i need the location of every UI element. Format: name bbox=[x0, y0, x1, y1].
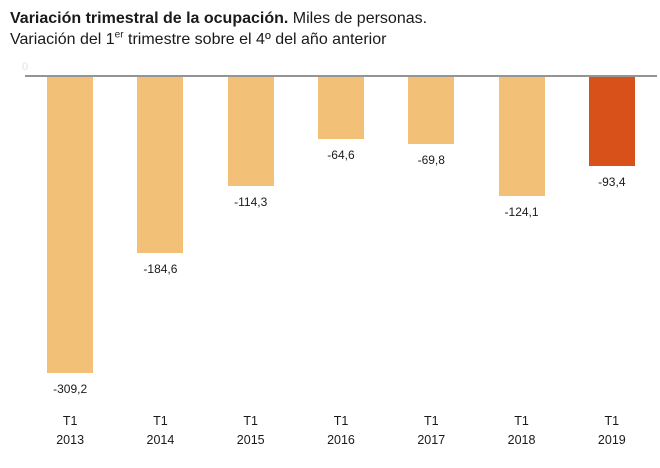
x-axis-baseline bbox=[25, 75, 657, 77]
chart-header: Variación trimestral de la ocupación. Mi… bbox=[10, 8, 427, 50]
x-tick-quarter: T1 bbox=[514, 414, 529, 428]
bar-column: -184,6 bbox=[115, 77, 205, 396]
chart-title: Variación trimestral de la ocupación. Mi… bbox=[10, 8, 427, 29]
x-tick: T1 2016 bbox=[296, 412, 386, 450]
bar-value-label: -64,6 bbox=[327, 148, 355, 162]
bar bbox=[498, 77, 545, 196]
bar bbox=[317, 77, 364, 139]
chart-subtitle-text-end: trimestre sobre el 4º del año anterior bbox=[123, 31, 387, 48]
x-tick: T1 2019 bbox=[567, 412, 657, 450]
x-tick-year: 2015 bbox=[236, 433, 265, 447]
x-tick-year: 2019 bbox=[597, 433, 626, 447]
chart-title-unit: Miles de personas. bbox=[288, 10, 428, 27]
bar bbox=[137, 77, 184, 253]
bar-value-label: -124,1 bbox=[504, 205, 539, 219]
bar-column: -124,1 bbox=[476, 77, 566, 396]
x-tick-quarter: T1 bbox=[153, 414, 168, 428]
x-tick: T1 2014 bbox=[115, 412, 205, 450]
x-tick: T1 2013 bbox=[25, 412, 115, 450]
x-tick-quarter: T1 bbox=[423, 414, 439, 428]
bar bbox=[588, 77, 635, 166]
x-tick-year: 2016 bbox=[327, 433, 355, 447]
x-tick-quarter: T1 bbox=[604, 414, 620, 428]
x-tick-quarter: T1 bbox=[333, 414, 349, 428]
bar-value-label: -114,3 bbox=[234, 195, 268, 209]
bar-value-label: -69,8 bbox=[417, 153, 445, 167]
y-axis-zero-label: 0 bbox=[22, 61, 29, 73]
bar bbox=[47, 77, 94, 373]
bar-column: -309,2 bbox=[25, 77, 115, 396]
bar bbox=[227, 77, 274, 186]
x-tick-year: 2013 bbox=[56, 433, 85, 447]
x-tick-year: 2017 bbox=[417, 433, 446, 447]
x-axis-labels: T1 2013 T1 2014 T1 2015 T1 2016 T1 2017 T1 2018 T1 20… bbox=[25, 412, 657, 450]
bar-value-label: -93,4 bbox=[598, 175, 626, 189]
x-tick: T1 2015 bbox=[206, 412, 296, 450]
bar-value-label: -309,2 bbox=[53, 382, 88, 396]
x-tick: T1 2018 bbox=[476, 412, 566, 450]
x-tick-quarter: T1 bbox=[243, 414, 258, 428]
x-tick-year: 2014 bbox=[146, 433, 175, 447]
x-tick: T1 2017 bbox=[386, 412, 476, 450]
bar-column: -69,8 bbox=[386, 77, 476, 396]
bar-column: -114,3 bbox=[206, 77, 296, 396]
chart-title-main: Variación trimestral de la ocupación. bbox=[10, 10, 289, 27]
bar-chart: 0 -309,2 -184,6 -114,3 -64,6 -69,8 -124,1 -93,… bbox=[22, 61, 657, 460]
bar-value-label: -184,6 bbox=[143, 262, 178, 276]
bar-column: -64,6 bbox=[296, 77, 386, 396]
bars-container: -309,2 -184,6 -114,3 -64,6 -69,8 -124,1 -93,4 bbox=[25, 77, 657, 396]
x-tick-quarter: T1 bbox=[62, 414, 78, 428]
chart-subtitle-superscript: er bbox=[114, 29, 124, 41]
chart-subtitle-text-start: Variación del 1 bbox=[10, 31, 115, 48]
bar-column: -93,4 bbox=[567, 77, 657, 396]
x-tick-year: 2018 bbox=[507, 433, 536, 447]
chart-subtitle: Variación del 1er trimestre sobre el 4º … bbox=[10, 29, 427, 50]
bar bbox=[408, 77, 455, 144]
